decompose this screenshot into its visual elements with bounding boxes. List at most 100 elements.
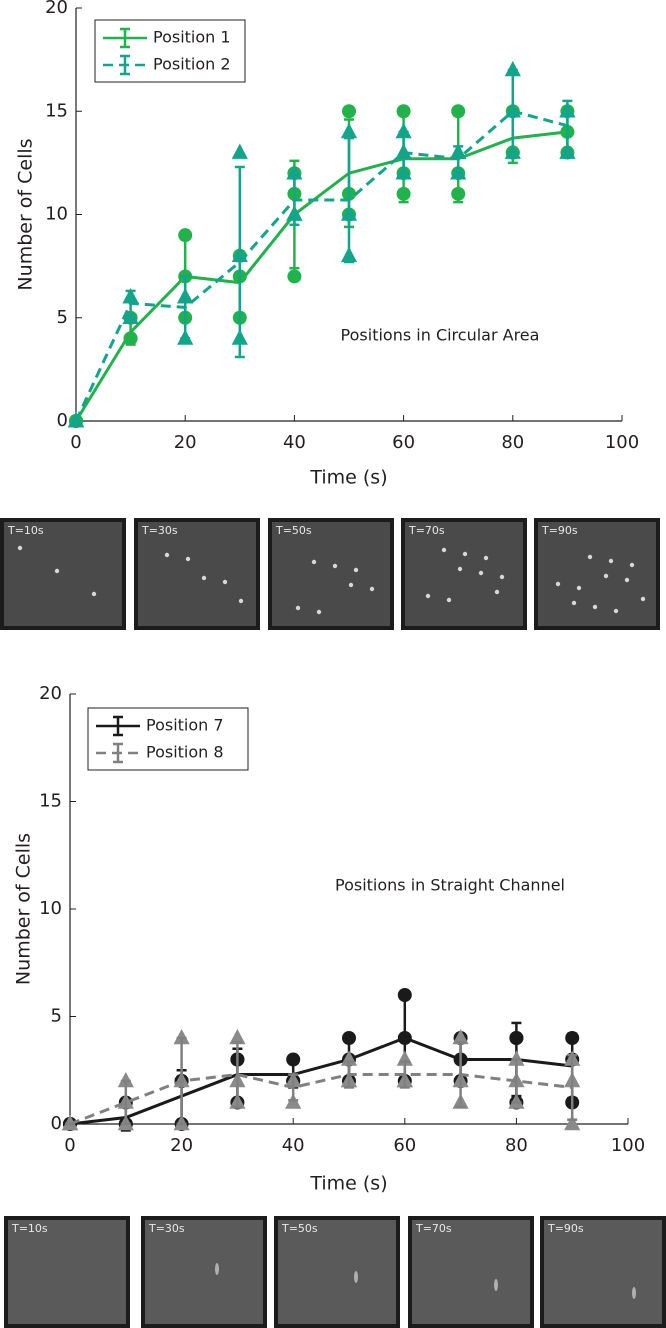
data-point (452, 1029, 469, 1045)
x-axis-label: Time (s) (309, 467, 387, 489)
thumbnail-image (405, 522, 523, 626)
cell-spot (215, 1263, 219, 1275)
data-point (229, 1029, 246, 1045)
cell-spot (54, 568, 60, 574)
cell-spot (91, 591, 97, 597)
cell-spot (640, 596, 646, 602)
data-point (286, 1052, 301, 1067)
data-point (564, 1115, 581, 1131)
cell-spot (494, 589, 500, 595)
series-line (74, 130, 568, 422)
cell-spot (316, 609, 322, 615)
thumbnail-image (8, 1220, 126, 1324)
x-tick-label: 0 (64, 1135, 75, 1156)
x-tick-label: 80 (505, 1135, 528, 1156)
cell-spot (295, 605, 301, 611)
cell-spot (603, 573, 609, 579)
data-point (231, 143, 248, 159)
y-tick-label: 15 (39, 791, 62, 812)
legend-item (96, 715, 140, 737)
y-tick-label: 0 (51, 1113, 62, 1134)
cell-spot (222, 579, 228, 585)
x-tick-label: 20 (170, 1135, 193, 1156)
cell-spot (201, 575, 207, 581)
x-tick-label: 100 (611, 1135, 645, 1156)
legend-item (103, 27, 147, 49)
data-point (504, 60, 521, 77)
x-tick-label: 20 (174, 432, 197, 453)
data-point (342, 104, 356, 119)
y-tick-label: 5 (51, 1006, 62, 1027)
thumbnail-image (145, 1220, 263, 1324)
thumbnail-label: T=10s (7, 524, 44, 537)
thumbnail-image (538, 522, 656, 626)
cell-spot (624, 577, 630, 583)
thumbnail-label: T=70s (408, 524, 445, 537)
cell-spot (446, 597, 452, 603)
cell-spot (483, 555, 489, 561)
cell-spot (185, 556, 191, 562)
y-tick-label: 5 (57, 307, 68, 328)
y-tick-label: 15 (45, 100, 68, 121)
cell-spot (555, 581, 561, 587)
data-point (287, 269, 302, 284)
cell-spot (576, 585, 582, 591)
cell-spot (353, 567, 359, 573)
x-tick-label: 0 (70, 432, 81, 453)
thumbnail-label: T=70s (415, 1222, 452, 1235)
cell-spot (462, 551, 468, 557)
thumbnail-image (544, 1220, 662, 1324)
y-axis-label: Number of Cells (15, 138, 37, 290)
cell-spot (441, 547, 447, 553)
cell-spot (354, 1271, 358, 1283)
x-tick-label: 40 (283, 432, 306, 453)
cell-spot (457, 566, 463, 572)
cell-spot (571, 600, 577, 606)
thumbnail-label: T=10s (11, 1222, 48, 1235)
thumbnail-image (272, 522, 390, 626)
thumbnail-label: T=30s (148, 1222, 185, 1235)
cell-spot (499, 574, 505, 580)
thumbnail-image (138, 522, 256, 626)
cell-spot (632, 1287, 636, 1299)
thumbnail-label: T=30s (141, 524, 178, 537)
y-tick-label: 20 (39, 683, 62, 704)
error-bar (120, 1079, 131, 1126)
legend-item (96, 742, 140, 764)
thumbnail-image (412, 1220, 530, 1324)
y-tick-label: 10 (39, 898, 62, 919)
thumbnail-label: T=90s (541, 524, 578, 537)
cell-spot (494, 1279, 498, 1291)
cell-spot (425, 593, 431, 599)
y-tick-label: 20 (45, 0, 68, 18)
x-tick-label: 40 (282, 1135, 305, 1156)
cell-spot (613, 608, 619, 614)
series-line (69, 1073, 573, 1126)
legend-item (103, 54, 147, 76)
thumbnail-label: T=90s (547, 1222, 584, 1235)
data-point (117, 1072, 134, 1088)
thumbnail-image (4, 522, 122, 626)
x-tick-label: 100 (605, 432, 639, 453)
cell-spot (478, 570, 484, 576)
cell-spot (17, 545, 23, 551)
cell-spot (348, 582, 354, 588)
legend-label: Position 1 (153, 28, 231, 47)
error-bar (234, 165, 245, 359)
x-axis-label: Time (s) (309, 1173, 387, 1195)
error-bar (232, 1041, 243, 1109)
cell-spot (238, 598, 244, 604)
thumbnail-image (278, 1220, 396, 1324)
cell-spot (587, 554, 593, 560)
cell-spot (592, 604, 598, 610)
data-point (173, 1029, 190, 1045)
error-bar (399, 1060, 410, 1089)
cell-spot (332, 563, 338, 569)
data-point (395, 122, 412, 139)
legend-label: Position 7 (146, 716, 224, 735)
legend-label: Position 2 (153, 55, 231, 74)
series-line (74, 109, 568, 422)
y-axis-label: Number of Cells (13, 833, 35, 985)
x-tick-label: 80 (501, 432, 524, 453)
